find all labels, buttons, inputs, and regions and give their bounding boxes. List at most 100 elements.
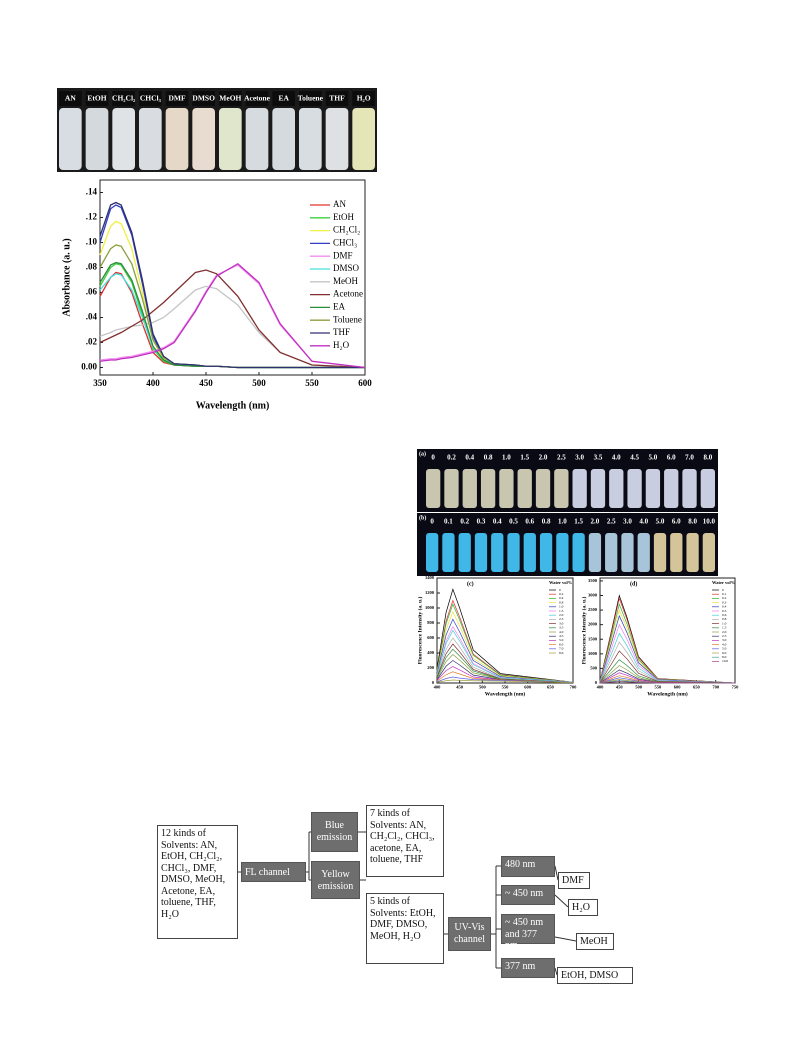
y-tick-label: 1500: [588, 636, 598, 641]
y-axis-title: Fluorescence Intensity (a. u.): [580, 597, 587, 665]
series-line: [436, 618, 574, 683]
vial-cap: [59, 91, 82, 106]
vial-cap: [299, 91, 322, 106]
panel-label: (b): [419, 514, 426, 521]
legend-label: AN: [333, 199, 346, 209]
x-tick-label: 700: [570, 685, 578, 690]
vial: [554, 469, 569, 508]
legend-label: 0.1: [722, 592, 727, 596]
vial-label: 3.0: [623, 518, 632, 526]
legend-label: Toluene: [333, 314, 362, 324]
vial-label: 1.0: [558, 518, 567, 526]
legend-label: 0.2: [722, 596, 727, 600]
condition-box: 377 nm: [501, 958, 555, 978]
legend-label: CH₂Cl₂: [333, 225, 360, 235]
vial-label: 2.5: [607, 518, 616, 526]
photo-strip: [57, 88, 377, 172]
vial-label: 0.4: [493, 518, 502, 526]
condition-box: ~ 450 nm and 377 nm: [501, 914, 555, 951]
y-tick-label: 1400: [425, 575, 435, 580]
vial: [572, 533, 585, 572]
vial-label: 8.0: [688, 518, 697, 526]
legend-label: 3.0: [722, 638, 727, 642]
x-tick-label: 400: [434, 685, 442, 690]
legend-label: 1.5: [559, 609, 564, 613]
vial-label: 0.8: [542, 518, 551, 526]
vial: [85, 108, 109, 170]
legend-label: 0.8: [722, 617, 727, 621]
vial-cap: [112, 91, 135, 106]
y-tick-label: .12: [86, 212, 98, 222]
plot-frame: [599, 577, 736, 684]
plot-frame: [99, 179, 366, 376]
legend-label: 3.5: [559, 626, 564, 630]
legend-label: 0.6: [722, 613, 727, 617]
legend-label: 0.5: [722, 609, 727, 613]
legend-label: 1.0: [722, 621, 727, 625]
x-axis-title: Wavelength (nm): [485, 690, 526, 697]
x-tick-label: 750: [732, 685, 740, 690]
vial-label: 0.4: [465, 454, 474, 462]
vial-label: EtOH: [87, 94, 106, 103]
legend-label: 1.0: [559, 605, 564, 609]
vial: [139, 108, 162, 170]
vial: [645, 469, 661, 508]
vial: [535, 469, 551, 508]
series-line: [599, 681, 736, 684]
legend-label: DMSO: [333, 263, 360, 273]
series-line: [436, 660, 574, 683]
series-line: [599, 623, 736, 684]
vial-cap: [165, 91, 189, 106]
vial: [458, 533, 471, 572]
vial: [517, 469, 532, 508]
vial: [702, 533, 715, 572]
legend-label: MeOH: [333, 276, 358, 286]
y-axis-title: Fluorescence Intensity (a. u.): [416, 597, 423, 665]
legend-label: 2.5: [559, 617, 564, 621]
series-line: [599, 650, 736, 684]
condition-box: 480 nm: [501, 856, 555, 877]
vial: [605, 533, 618, 572]
blue-set-box: 7 kinds of Solvents: AN, CH₂Cl₂, CHCl₃, …: [366, 805, 444, 877]
x-tick-label: 600: [358, 378, 372, 388]
vial-label: 4.0: [612, 454, 621, 462]
vial: [462, 469, 477, 508]
legend-label: 5.0: [722, 647, 727, 651]
y-tick-label: 3500: [588, 578, 598, 583]
vial-cap: [192, 91, 215, 106]
y-tick-label: 0.00: [81, 362, 97, 372]
y-tick-label: 2000: [588, 622, 598, 627]
vial: [245, 108, 269, 170]
vial-label: 0: [430, 518, 434, 526]
x-axis-title: Wavelength (nm): [647, 690, 688, 697]
vial-label: 8.0: [703, 454, 712, 462]
vial: [426, 469, 441, 508]
legend-label: 2.0: [722, 630, 727, 634]
result-box: MeOH: [576, 933, 614, 950]
y-tick-label: 600: [427, 635, 435, 640]
x-tick-label: 550: [654, 685, 662, 690]
y-tick-label: .04: [86, 312, 98, 322]
legend-label: EtOH: [333, 212, 354, 222]
x-tick-label: 500: [479, 685, 487, 690]
legend-label: DMF: [333, 250, 353, 260]
flow-connectors: [237, 831, 577, 976]
vial: [609, 469, 624, 508]
vial-label: DMSO: [192, 94, 215, 103]
yellow-box: Yellow emission: [311, 861, 360, 899]
blue-box: Blue emission: [311, 812, 358, 852]
result-box: DMF: [558, 872, 590, 889]
vial: [444, 469, 459, 508]
series-line: [436, 643, 574, 683]
vial: [219, 108, 242, 170]
vial: [499, 469, 514, 508]
series-line: [599, 632, 736, 684]
series-line: [99, 201, 365, 369]
vial-label: AN: [65, 94, 76, 103]
fl-box: FL channel: [241, 862, 306, 882]
vial: [686, 533, 699, 572]
y-tick-label: .14: [86, 187, 98, 197]
series-line: [436, 671, 574, 683]
legend-label: 4.0: [559, 630, 564, 634]
vial-label: 5.0: [656, 518, 665, 526]
